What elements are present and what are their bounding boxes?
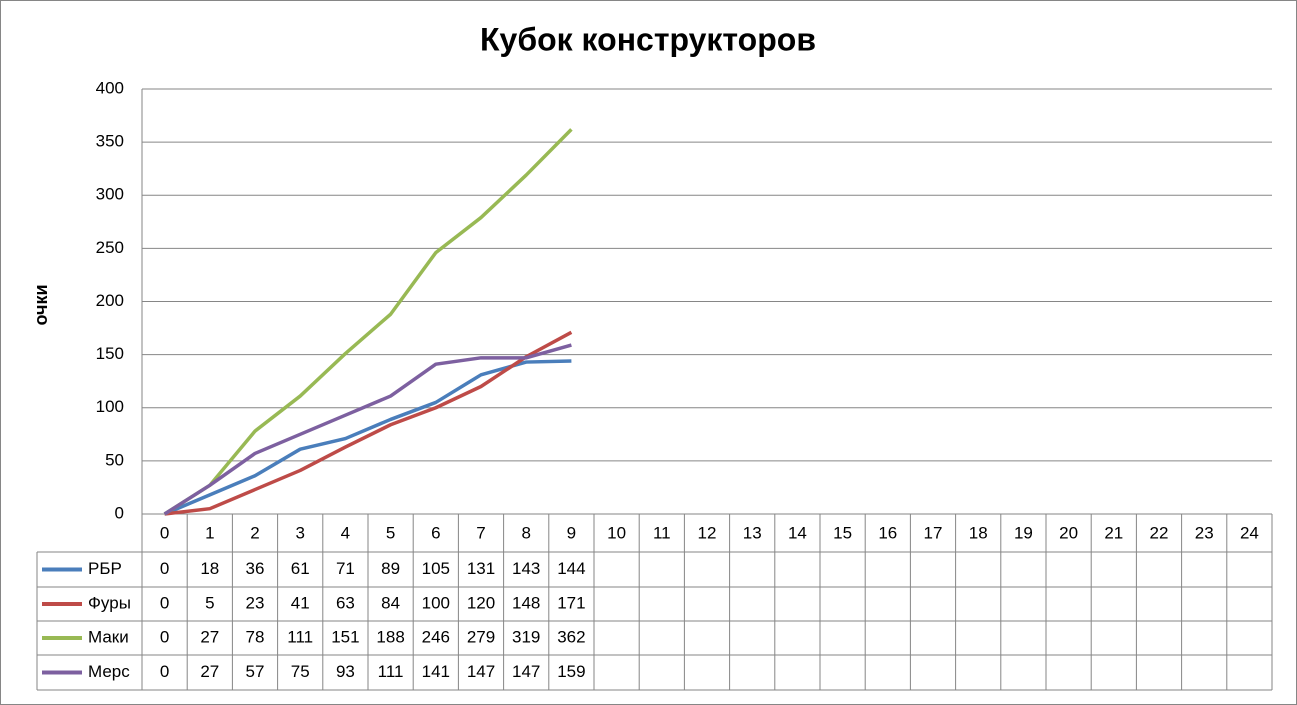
table-value: 0 (160, 559, 169, 578)
x-tick-label: 9 (567, 523, 576, 542)
table-value: 71 (336, 559, 355, 578)
y-tick-label: 250 (96, 238, 124, 257)
table-value: 147 (512, 662, 540, 681)
x-tick-label: 4 (341, 523, 350, 542)
y-tick-label: 0 (115, 503, 124, 522)
table-value: 23 (246, 593, 265, 612)
legend-label: Маки (88, 627, 129, 646)
x-tick-label: 11 (653, 523, 671, 542)
y-tick-label: 350 (96, 132, 124, 151)
x-tick-label: 10 (607, 523, 626, 542)
legend-label: Фуры (88, 593, 131, 612)
table-value: 143 (512, 559, 540, 578)
x-tick-label: 24 (1240, 523, 1259, 542)
y-axis-label: очки (31, 284, 51, 325)
y-tick-label: 200 (96, 291, 124, 310)
table-value: 27 (200, 662, 219, 681)
table-value: 141 (422, 662, 450, 681)
x-tick-label: 5 (386, 523, 395, 542)
table-value: 57 (246, 662, 265, 681)
x-tick-label: 22 (1150, 523, 1169, 542)
x-tick-label: 2 (250, 523, 259, 542)
x-tick-label: 23 (1195, 523, 1214, 542)
table-value: 27 (200, 627, 219, 646)
table-value: 78 (246, 627, 265, 646)
y-tick-label: 400 (96, 78, 124, 97)
legend-label: Мерс (88, 662, 130, 681)
x-tick-label: 16 (878, 523, 897, 542)
x-tick-label: 21 (1104, 523, 1123, 542)
x-tick-label: 3 (295, 523, 304, 542)
x-tick-label: 18 (969, 523, 988, 542)
x-tick-label: 17 (924, 523, 943, 542)
y-tick-label: 100 (96, 397, 124, 416)
table-value: 36 (246, 559, 265, 578)
table-value: 75 (291, 662, 310, 681)
x-tick-label: 12 (698, 523, 717, 542)
x-tick-label: 8 (521, 523, 530, 542)
y-tick-label: 50 (105, 450, 124, 469)
table-value: 100 (422, 593, 450, 612)
table-value: 84 (381, 593, 400, 612)
table-value: 319 (512, 627, 540, 646)
chart-title: Кубок конструкторов (480, 21, 816, 57)
series-line (163, 128, 573, 516)
table-value: 120 (467, 593, 495, 612)
table-value: 188 (376, 627, 404, 646)
table-value: 246 (422, 627, 450, 646)
table-value: 362 (557, 627, 585, 646)
legend-label: РБР (88, 559, 122, 578)
x-tick-label: 0 (160, 523, 169, 542)
series-line (163, 343, 572, 516)
x-tick-label: 1 (205, 523, 214, 542)
table-value: 111 (378, 662, 404, 681)
x-tick-label: 20 (1059, 523, 1078, 542)
table-value: 41 (291, 593, 310, 612)
table-value: 89 (381, 559, 400, 578)
table-value: 159 (557, 662, 585, 681)
table-value: 131 (467, 559, 495, 578)
table-value: 18 (200, 559, 219, 578)
table-value: 5 (205, 593, 214, 612)
table-value: 105 (422, 559, 450, 578)
table-value: 111 (287, 627, 313, 646)
x-tick-label: 13 (743, 523, 762, 542)
x-tick-label: 6 (431, 523, 440, 542)
table-value: 0 (160, 627, 169, 646)
table-value: 0 (160, 593, 169, 612)
table-value: 0 (160, 662, 169, 681)
y-tick-label: 300 (96, 185, 124, 204)
table-value: 147 (467, 662, 495, 681)
series-line (164, 330, 573, 516)
x-tick-label: 14 (788, 523, 807, 542)
table-value: 151 (331, 627, 359, 646)
table-value: 279 (467, 627, 495, 646)
table-value: 61 (291, 559, 310, 578)
table-value: 93 (336, 662, 355, 681)
y-tick-label: 150 (96, 344, 124, 363)
series-line (163, 359, 572, 516)
table-value: 144 (557, 559, 585, 578)
x-tick-label: 7 (476, 523, 485, 542)
table-value: 148 (512, 593, 540, 612)
table-value: 171 (557, 593, 585, 612)
table-value: 63 (336, 593, 355, 612)
x-tick-label: 15 (833, 523, 852, 542)
x-tick-label: 19 (1014, 523, 1033, 542)
